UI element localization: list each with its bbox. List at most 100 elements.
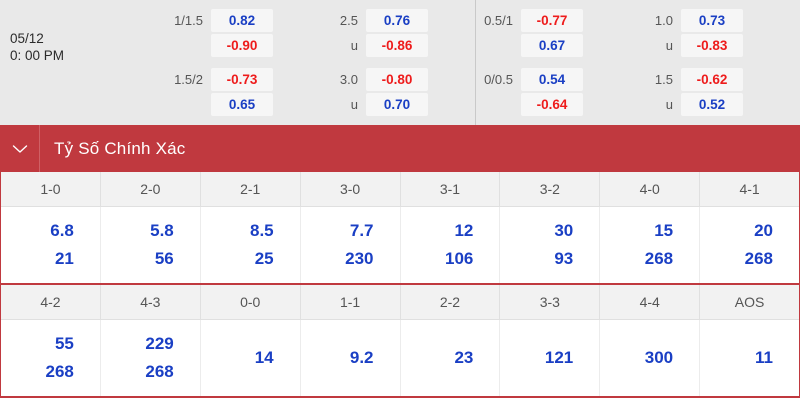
odds-handicap-label: u — [665, 97, 673, 112]
odds-value[interactable]: -0.73 — [211, 68, 273, 91]
odds-block: 0/0.5 0.54 -0.64 — [475, 68, 635, 116]
odds-groups: 1/1.5 0.82 -0.90 1.5/2 -0.73 0.65 — [165, 0, 800, 125]
odds-line[interactable]: 3.0 -0.80 — [320, 68, 475, 91]
score-value: 12 — [454, 221, 474, 240]
score-value: 20 — [754, 221, 773, 240]
score-cell[interactable]: 20 268 — [700, 207, 799, 283]
odds-value[interactable]: -0.83 — [681, 34, 743, 57]
score-cell[interactable]: 9.2 — [301, 320, 401, 396]
odds-line[interactable]: -0.64 — [475, 93, 635, 116]
score-cell[interactable]: 300 — [600, 320, 701, 396]
odds-value[interactable]: -0.80 — [366, 68, 428, 91]
odds-value[interactable]: 0.52 — [681, 93, 743, 116]
score-column-header: 4-3 — [101, 285, 201, 319]
score-cell[interactable]: 14 — [201, 320, 301, 396]
score-column-header: 0-0 — [201, 285, 301, 319]
odds-line[interactable]: u 0.70 — [320, 93, 475, 116]
odds-value[interactable]: -0.62 — [681, 68, 743, 91]
score-value: 6.8 — [50, 221, 74, 240]
odds-value[interactable]: 0.65 — [211, 93, 273, 116]
score-column-header: 3-1 — [401, 172, 501, 206]
score-value: 93 — [554, 249, 574, 268]
score-value: 300 — [644, 348, 674, 367]
score-cell[interactable]: 7.7 230 — [301, 207, 401, 283]
score-value: 15 — [654, 221, 674, 240]
odds-handicap-label: u — [350, 38, 358, 53]
odds-value[interactable]: 0.76 — [366, 9, 428, 32]
score-value: 230 — [345, 249, 374, 268]
odds-line[interactable]: 0/0.5 0.54 — [475, 68, 635, 91]
section-title: Tỷ Số Chính Xác — [54, 138, 186, 158]
score-cell[interactable]: 15 268 — [600, 207, 701, 283]
odds-block: 1.0 0.73 u -0.83 — [635, 9, 790, 57]
chevron-down-icon — [12, 144, 28, 154]
odds-value[interactable]: -0.77 — [521, 9, 583, 32]
odds-line[interactable]: u 0.52 — [635, 93, 790, 116]
score-cell[interactable]: 121 — [500, 320, 601, 396]
score-cell[interactable]: 8.5 25 — [201, 207, 301, 283]
score-value: 268 — [744, 249, 773, 268]
score-cell[interactable]: 12 106 — [401, 207, 501, 283]
odds-value[interactable]: -0.86 — [366, 34, 428, 57]
section-header-correct-score[interactable]: Tỷ Số Chính Xác — [0, 125, 800, 172]
odds-value[interactable]: -0.64 — [521, 93, 583, 116]
score-block: 1-0 2-0 2-1 3-0 3-1 3-2 4-0 4-1 6.8 21 5… — [0, 172, 800, 285]
score-cell[interactable]: 11 — [700, 320, 799, 396]
odds-line[interactable]: 1.5 -0.62 — [635, 68, 790, 91]
odds-group-divider — [475, 0, 476, 125]
odds-handicap-label: 0.5/1 — [484, 13, 513, 28]
score-value: 121 — [544, 348, 574, 367]
odds-line[interactable]: u -0.86 — [320, 34, 475, 57]
odds-line[interactable]: 1/1.5 0.82 — [165, 9, 320, 32]
odds-group-handicap-half: 0.5/1 -0.77 0.67 0/0.5 0.54 -0.64 — [475, 0, 635, 125]
score-cell[interactable]: 5.8 56 — [101, 207, 201, 283]
odds-value[interactable]: 0.54 — [521, 68, 583, 91]
score-column-header: 2-1 — [201, 172, 301, 206]
odds-value[interactable]: 0.67 — [521, 34, 583, 57]
score-value-row: 55 268 229 268 14 9.2 23 121 300 11 — [1, 320, 799, 396]
collapse-toggle[interactable] — [0, 125, 40, 172]
odds-line[interactable]: -0.90 — [165, 34, 320, 57]
odds-line[interactable]: 0.5/1 -0.77 — [475, 9, 635, 32]
odds-line[interactable]: u -0.83 — [635, 34, 790, 57]
score-column-header: 1-0 — [1, 172, 101, 206]
score-block: 4-2 4-3 0-0 1-1 2-2 3-3 4-4 AOS 55 268 2… — [0, 285, 800, 398]
score-column-header: 2-2 — [401, 285, 501, 319]
odds-handicap-label: 1/1.5 — [174, 13, 203, 28]
score-cell[interactable]: 23 — [401, 320, 501, 396]
score-value: 23 — [454, 348, 474, 367]
score-cell[interactable]: 55 268 — [1, 320, 101, 396]
match-time: 0: 00 PM — [10, 48, 65, 63]
odds-group-over-under: 2.5 0.76 u -0.86 3.0 -0.80 u 0.70 — [320, 0, 475, 125]
score-value: 21 — [54, 249, 74, 268]
odds-line[interactable]: 1.5/2 -0.73 — [165, 68, 320, 91]
score-value: 25 — [254, 249, 274, 268]
score-value: 56 — [154, 249, 174, 268]
odds-panel: 05/12 0: 00 PM 1/1.5 0.82 -0.90 1.5/2 -0… — [0, 0, 800, 125]
score-value: 268 — [45, 362, 74, 381]
odds-block: 2.5 0.76 u -0.86 — [320, 9, 475, 57]
odds-handicap-label: 2.5 — [339, 13, 358, 28]
score-cell[interactable]: 6.8 21 — [1, 207, 101, 283]
odds-value[interactable]: 0.82 — [211, 9, 273, 32]
score-value: 268 — [644, 249, 674, 268]
odds-line[interactable]: 2.5 0.76 — [320, 9, 475, 32]
score-value: 14 — [254, 348, 274, 367]
score-cell[interactable]: 229 268 — [101, 320, 201, 396]
odds-block: 3.0 -0.80 u 0.70 — [320, 68, 475, 116]
odds-line[interactable]: 0.65 — [165, 93, 320, 116]
odds-value[interactable]: -0.90 — [211, 34, 273, 57]
odds-group-handicap: 1/1.5 0.82 -0.90 1.5/2 -0.73 0.65 — [165, 0, 320, 125]
odds-line[interactable]: 1.0 0.73 — [635, 9, 790, 32]
score-column-header: 3-2 — [500, 172, 601, 206]
odds-handicap-label: 1.0 — [654, 13, 673, 28]
odds-group-over-under-half: 1.0 0.73 u -0.83 1.5 -0.62 u 0.52 — [635, 0, 790, 125]
score-header-row: 4-2 4-3 0-0 1-1 2-2 3-3 4-4 AOS — [1, 285, 799, 320]
odds-line[interactable]: 0.67 — [475, 34, 635, 57]
odds-value[interactable]: 0.70 — [366, 93, 428, 116]
score-cell[interactable]: 30 93 — [500, 207, 601, 283]
score-value-row: 6.8 21 5.8 56 8.5 25 7.7 230 12 106 30 9… — [1, 207, 799, 283]
score-column-header: 1-1 — [301, 285, 401, 319]
score-column-header: 2-0 — [101, 172, 201, 206]
odds-value[interactable]: 0.73 — [681, 9, 743, 32]
